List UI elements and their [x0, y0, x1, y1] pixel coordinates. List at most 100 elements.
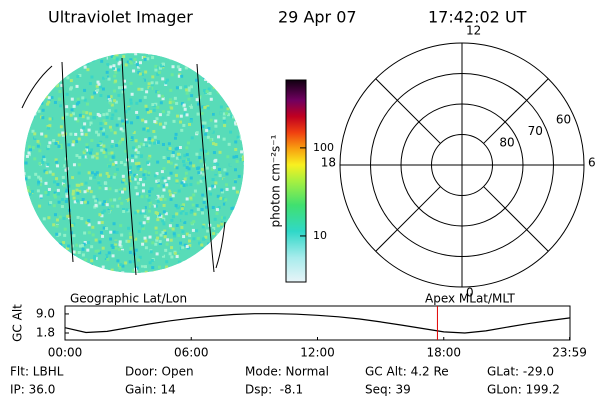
noise	[184, 227, 188, 231]
noise	[188, 123, 192, 127]
noise	[206, 135, 210, 139]
noise	[34, 172, 38, 176]
noise	[43, 214, 47, 218]
noise	[114, 70, 118, 74]
noise	[144, 265, 148, 269]
noise	[156, 160, 160, 164]
noise	[168, 224, 172, 228]
noise	[161, 230, 165, 234]
noise	[95, 221, 99, 225]
noise	[29, 192, 33, 196]
noise	[140, 224, 144, 228]
noise	[178, 120, 182, 124]
noise	[195, 131, 199, 135]
y-axis-label: GC Alt	[11, 304, 25, 342]
noise	[121, 174, 125, 178]
noise	[129, 98, 133, 102]
noise	[95, 139, 99, 143]
noise	[196, 236, 200, 240]
noise	[175, 179, 179, 183]
noise	[207, 87, 211, 91]
noise	[110, 136, 114, 140]
noise	[147, 209, 151, 213]
noise	[28, 145, 32, 149]
noise	[201, 102, 205, 106]
noise	[195, 204, 199, 208]
noise	[107, 151, 111, 155]
noise	[130, 154, 134, 158]
noise	[131, 53, 135, 54]
noise	[124, 110, 128, 114]
noise	[145, 90, 149, 94]
noise	[232, 155, 236, 159]
status-field: Seq: 39	[365, 383, 411, 397]
noise	[171, 227, 175, 231]
noise	[152, 108, 156, 112]
noise	[150, 269, 154, 273]
noise	[206, 151, 210, 155]
noise	[213, 217, 217, 221]
noise	[59, 143, 63, 147]
noise	[170, 246, 174, 250]
mlt-label: 0	[466, 286, 474, 300]
noise	[225, 111, 229, 115]
noise	[65, 105, 69, 109]
noise	[95, 171, 99, 175]
noise	[200, 243, 204, 247]
noise	[210, 167, 214, 171]
noise	[143, 170, 147, 174]
noise	[47, 216, 51, 220]
noise	[169, 238, 173, 242]
noise	[196, 181, 200, 185]
noise	[160, 170, 164, 174]
noise	[206, 156, 210, 160]
noise	[128, 179, 132, 183]
noise	[120, 201, 124, 205]
noise	[211, 142, 215, 146]
noise	[210, 129, 214, 133]
status-field: Mode: Normal	[245, 365, 329, 379]
noise	[149, 187, 153, 191]
noise	[231, 206, 235, 210]
noise	[123, 85, 127, 89]
noise	[122, 209, 126, 213]
noise	[94, 90, 98, 94]
noise	[229, 163, 233, 167]
noise	[119, 127, 123, 131]
noise	[164, 212, 168, 216]
noise	[111, 162, 115, 166]
noise	[72, 234, 76, 238]
colorbar-axis: 10 100	[300, 141, 334, 242]
noise	[154, 226, 158, 230]
noise	[170, 106, 174, 110]
noise	[52, 139, 56, 143]
noise	[146, 161, 150, 165]
noise	[117, 263, 121, 267]
noise	[60, 164, 64, 168]
noise	[171, 65, 175, 69]
noise	[31, 184, 35, 188]
noise	[182, 183, 186, 187]
noise	[86, 116, 90, 120]
noise	[98, 114, 102, 118]
noise	[109, 95, 113, 99]
noise	[46, 162, 50, 166]
noise	[114, 161, 118, 165]
noise	[134, 139, 138, 143]
status-field: Gain: 14	[125, 383, 176, 397]
noise	[165, 78, 169, 82]
noise	[179, 86, 183, 90]
noise	[55, 192, 59, 196]
noise	[53, 100, 57, 104]
noise	[142, 221, 146, 225]
noise	[110, 103, 114, 107]
noise	[181, 218, 185, 222]
noise	[124, 63, 128, 67]
noise	[165, 183, 169, 187]
noise	[78, 244, 82, 248]
noise	[182, 103, 186, 107]
noise	[119, 79, 123, 83]
noise	[151, 241, 155, 245]
noise	[147, 82, 151, 86]
noise	[118, 60, 122, 64]
